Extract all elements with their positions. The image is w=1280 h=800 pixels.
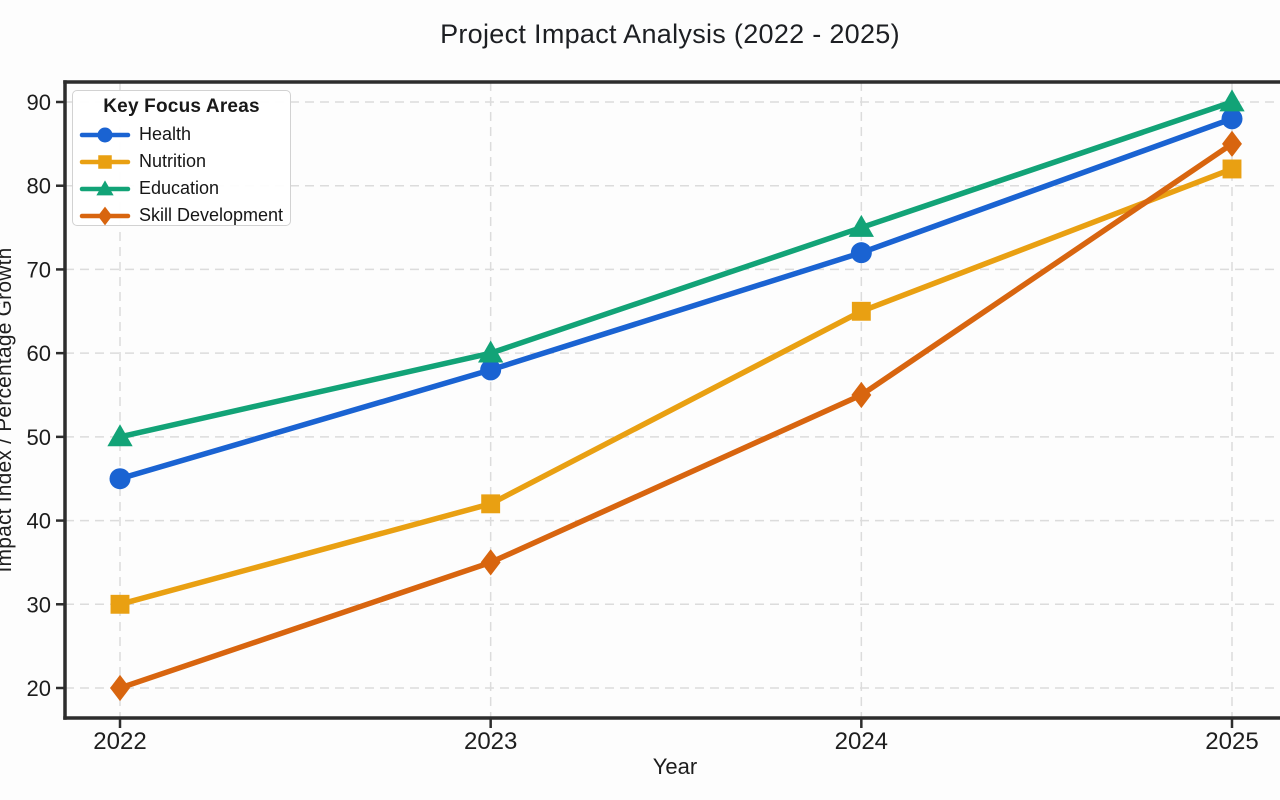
- data-point-marker: [1221, 108, 1243, 130]
- data-point-marker: [97, 206, 113, 225]
- data-point-marker: [109, 468, 131, 490]
- y-tick-label: 70: [27, 257, 51, 282]
- data-point-marker: [98, 154, 112, 169]
- data-point-marker: [1219, 89, 1245, 112]
- data-point-marker: [481, 494, 501, 514]
- y-tick-label: 30: [27, 592, 51, 617]
- legend: Key Focus Areas Health Nutrition Education…: [72, 90, 291, 226]
- data-point-marker: [96, 179, 114, 195]
- series-skill-development: [110, 130, 1242, 702]
- x-tick-labels: 2022 2023 2024 2025: [93, 728, 1258, 755]
- series-line: [117, 141, 1235, 691]
- x-tick-label: 2024: [835, 728, 888, 755]
- y-tick-label: 50: [27, 425, 51, 450]
- series-nutrition: [110, 159, 1242, 614]
- data-point-marker: [850, 242, 872, 264]
- diamond-marker-icon: [79, 206, 131, 225]
- data-point-marker: [110, 594, 130, 614]
- x-axis-label: Year: [652, 754, 698, 779]
- series-education: [107, 89, 1245, 447]
- y-tick-label: 90: [27, 90, 51, 115]
- series-health: [109, 108, 1243, 490]
- legend-title: Key Focus Areas: [103, 96, 260, 117]
- y-tick-label: 40: [27, 509, 51, 534]
- legend-item-skill-development: Skill Development: [73, 202, 290, 229]
- data-point-marker: [851, 301, 871, 321]
- circle-marker-icon: [79, 127, 131, 142]
- y-tick-labels: 20 30 40 50 60 70 80 90: [27, 90, 51, 701]
- legend-item-label: Nutrition: [139, 151, 207, 171]
- y-tick-label: 80: [27, 174, 51, 199]
- y-tick-label: 20: [27, 676, 51, 701]
- legend-items: Health Nutrition Education Skill Developmen…: [73, 121, 290, 229]
- legend-item-label: Skill Development: [139, 205, 284, 225]
- x-tick-label: 2022: [93, 728, 146, 755]
- data-point-marker: [110, 674, 130, 702]
- series-line: [117, 115, 1235, 482]
- series-line: [117, 166, 1235, 608]
- data-point-marker: [480, 359, 502, 381]
- axis-ticks: [56, 100, 1234, 728]
- data-point-marker: [851, 381, 872, 409]
- x-tick-label: 2025: [1205, 728, 1258, 755]
- data-point-marker: [1222, 130, 1242, 157]
- x-tick-label: 2023: [464, 728, 517, 755]
- data-point-marker: [97, 127, 113, 142]
- data-point-marker: [480, 549, 501, 576]
- data-point-marker: [848, 214, 874, 237]
- legend-item-label: Education: [139, 178, 220, 198]
- legend-item-label: Health: [139, 124, 192, 144]
- data-point-marker: [1222, 159, 1242, 179]
- chart-title: Project Impact Analysis (2022 - 2025): [440, 19, 900, 49]
- data-point-marker: [107, 424, 133, 447]
- legend-item-education: Education: [73, 175, 290, 202]
- legend-item-nutrition: Nutrition: [73, 148, 290, 175]
- triangle-marker-icon: [79, 179, 131, 195]
- series-line: [117, 99, 1235, 440]
- y-tick-label: 60: [27, 341, 51, 366]
- square-marker-icon: [79, 154, 131, 169]
- legend-item-health: Health: [73, 121, 290, 148]
- data-point-marker: [478, 340, 504, 363]
